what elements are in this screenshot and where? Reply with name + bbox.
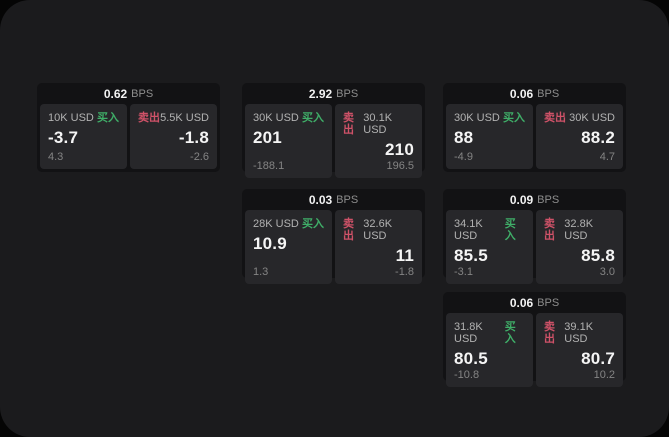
sell-price: 80.7 bbox=[581, 349, 615, 368]
bps-value: 0.03 bbox=[308, 192, 333, 207]
sell-amount: 39.1K USD bbox=[564, 321, 594, 345]
sell-tile[interactable]: 卖出 32.6K USD 11 -1.8 bbox=[335, 210, 422, 284]
sell-price: 88.2 bbox=[581, 128, 615, 147]
buy-side-label: 买入 bbox=[503, 112, 525, 124]
bps-value: 0.06 bbox=[509, 86, 534, 101]
sell-amount: 30K USD bbox=[569, 112, 615, 124]
buy-price: -3.7 bbox=[48, 128, 79, 147]
sell-side-label: 卖出 bbox=[343, 218, 354, 242]
quote-card-1: 0.62 BPS 10K USD 买入 -3.7 4.3 卖出 5.5K USD bbox=[37, 83, 220, 172]
buy-amount: 30K USD bbox=[253, 112, 299, 124]
bps-unit-label: BPS bbox=[537, 193, 560, 206]
sell-amount: 30.1K USD bbox=[363, 112, 393, 136]
buy-tile[interactable]: 31.8K USD 买入 80.5 -10.8 bbox=[446, 313, 533, 387]
sell-price: 85.8 bbox=[581, 246, 615, 265]
buy-tile[interactable]: 34.1K USD 买入 85.5 -3.1 bbox=[446, 210, 533, 284]
buy-side-label: 买入 bbox=[504, 218, 516, 242]
buy-price: 85.5 bbox=[454, 246, 488, 265]
buy-delta: -3.1 bbox=[454, 266, 473, 278]
sell-price: -1.8 bbox=[178, 128, 209, 147]
quote-card-2: 2.92 BPS 30K USD 买入 201 -188.1 卖出 30.1K … bbox=[242, 83, 425, 178]
bps-unit-label: BPS bbox=[336, 87, 359, 100]
buy-side-label: 买入 bbox=[302, 218, 324, 230]
bps-unit-label: BPS bbox=[131, 87, 154, 100]
sell-tile[interactable]: 卖出 39.1K USD 80.7 10.2 bbox=[536, 313, 623, 387]
bps-value: 0.06 bbox=[509, 295, 534, 310]
bps-header: 2.92 BPS bbox=[245, 83, 422, 104]
sell-side-label: 卖出 bbox=[138, 112, 160, 124]
sell-delta: 3.0 bbox=[599, 266, 615, 278]
sell-price: 11 bbox=[395, 246, 414, 265]
sell-delta: -1.8 bbox=[395, 266, 414, 278]
buy-price: 88 bbox=[454, 128, 474, 147]
buy-price: 10.9 bbox=[253, 234, 287, 253]
buy-price: 80.5 bbox=[454, 349, 488, 368]
bps-header: 0.06 BPS bbox=[446, 83, 623, 104]
buy-delta: 4.3 bbox=[48, 151, 64, 163]
buy-delta: -4.9 bbox=[454, 151, 473, 163]
sell-amount: 32.6K USD bbox=[363, 218, 393, 242]
quote-card-4: 0.03 BPS 28K USD 买入 10.9 1.3 卖出 32.6K US… bbox=[242, 189, 425, 284]
quote-card-3: 0.06 BPS 30K USD 买入 88 -4.9 卖出 30K USD bbox=[443, 83, 626, 172]
sell-delta: -2.6 bbox=[190, 151, 209, 163]
bps-header: 0.03 BPS bbox=[245, 189, 422, 210]
sell-price: 210 bbox=[385, 140, 414, 159]
bps-header: 0.62 BPS bbox=[40, 83, 217, 104]
bps-header: 0.06 BPS bbox=[446, 292, 623, 313]
buy-delta: 1.3 bbox=[253, 266, 269, 278]
buy-tile[interactable]: 30K USD 买入 88 -4.9 bbox=[446, 104, 533, 169]
sell-delta: 10.2 bbox=[593, 369, 615, 381]
sell-tile[interactable]: 卖出 30.1K USD 210 196.5 bbox=[335, 104, 422, 178]
buy-amount: 10K USD bbox=[48, 112, 94, 124]
bps-unit-label: BPS bbox=[336, 193, 359, 206]
bps-unit-label: BPS bbox=[537, 296, 560, 309]
buy-amount: 34.1K USD bbox=[454, 218, 483, 242]
buy-tile[interactable]: 10K USD 买入 -3.7 4.3 bbox=[40, 104, 127, 169]
sell-delta: 196.5 bbox=[386, 160, 414, 172]
bps-value: 0.09 bbox=[509, 192, 534, 207]
buy-amount: 30K USD bbox=[454, 112, 500, 124]
buy-side-label: 买入 bbox=[97, 112, 119, 124]
bps-unit-label: BPS bbox=[537, 87, 560, 100]
quote-card-5: 0.09 BPS 34.1K USD 买入 85.5 -3.1 卖出 32.8K… bbox=[443, 189, 626, 284]
sell-side-label: 卖出 bbox=[544, 321, 555, 345]
buy-side-label: 买入 bbox=[302, 112, 324, 124]
sell-tile[interactable]: 卖出 5.5K USD -1.8 -2.6 bbox=[130, 104, 217, 169]
sell-side-label: 卖出 bbox=[343, 112, 354, 136]
buy-tile[interactable]: 30K USD 买入 201 -188.1 bbox=[245, 104, 332, 178]
buy-tile[interactable]: 28K USD 买入 10.9 1.3 bbox=[245, 210, 332, 284]
buy-delta: -188.1 bbox=[253, 160, 285, 172]
sell-side-label: 卖出 bbox=[544, 218, 555, 242]
buy-price: 201 bbox=[253, 128, 282, 147]
buy-amount: 31.8K USD bbox=[454, 321, 483, 345]
quote-card-6: 0.06 BPS 31.8K USD 买入 80.5 -10.8 卖出 39.1… bbox=[443, 292, 626, 387]
bps-header: 0.09 BPS bbox=[446, 189, 623, 210]
sell-amount: 32.8K USD bbox=[564, 218, 594, 242]
bps-value: 0.62 bbox=[103, 86, 128, 101]
buy-side-label: 买入 bbox=[504, 321, 516, 345]
sell-side-label: 卖出 bbox=[544, 112, 566, 124]
sell-tile[interactable]: 卖出 30K USD 88.2 4.7 bbox=[536, 104, 623, 169]
buy-amount: 28K USD bbox=[253, 218, 299, 230]
sell-amount: 5.5K USD bbox=[160, 112, 209, 124]
sell-delta: 4.7 bbox=[599, 151, 615, 163]
sell-tile[interactable]: 卖出 32.8K USD 85.8 3.0 bbox=[536, 210, 623, 284]
bps-value: 2.92 bbox=[308, 86, 333, 101]
buy-delta: -10.8 bbox=[454, 369, 480, 381]
